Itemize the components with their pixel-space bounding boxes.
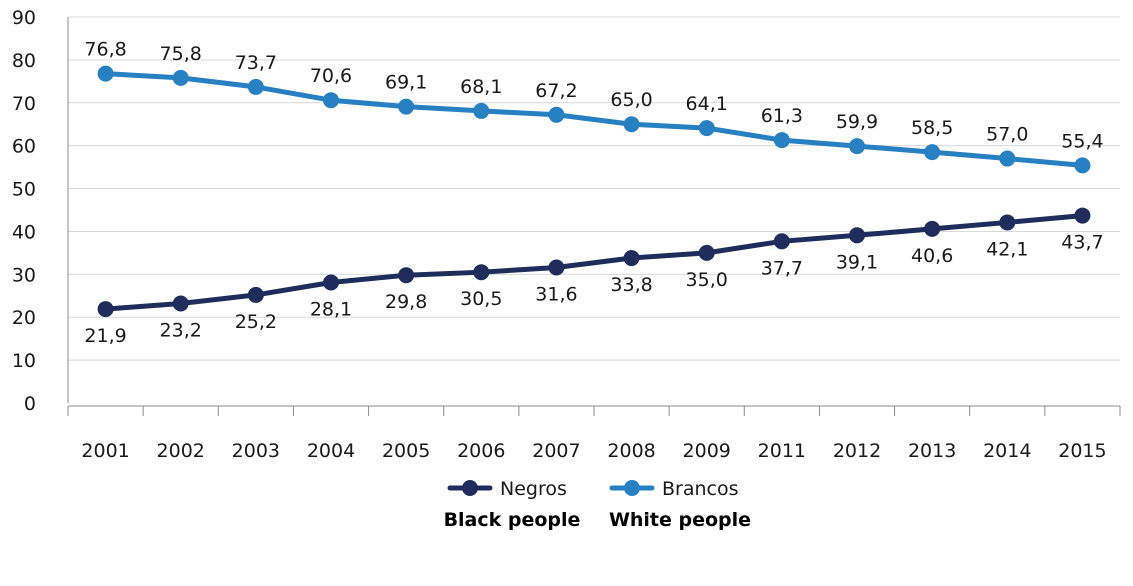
data-label: 31,6: [535, 283, 577, 305]
x-tick-label: 2005: [382, 440, 430, 462]
data-point: [548, 106, 565, 123]
y-tick-label: 40: [12, 221, 36, 243]
data-label: 69,1: [385, 72, 427, 94]
data-point: [1074, 157, 1091, 174]
data-label: 68,1: [460, 76, 502, 98]
data-point: [247, 286, 264, 303]
data-label: 30,5: [460, 288, 502, 310]
legend-label-negros: Negros: [500, 478, 567, 500]
x-tick-label: 2007: [532, 440, 580, 462]
data-label: 29,8: [385, 291, 427, 313]
data-point: [924, 144, 941, 161]
data-label: 33,8: [610, 274, 652, 296]
x-tick-label: 2009: [683, 440, 731, 462]
data-label: 35,0: [686, 269, 728, 291]
series-negros: [97, 207, 1091, 318]
y-axis-ticks: 0 10 20 30 40 50 60 70 80 90: [12, 7, 36, 415]
data-point: [773, 132, 790, 149]
data-point: [473, 102, 490, 119]
data-label: 75,8: [160, 43, 202, 65]
data-label: 73,7: [235, 52, 277, 74]
data-label: 21,9: [84, 325, 126, 347]
data-point: [172, 295, 189, 312]
data-label: 58,5: [911, 117, 953, 139]
series-brancos: [97, 65, 1091, 174]
data-label: 37,7: [761, 257, 803, 279]
data-point: [698, 120, 715, 137]
data-label: 25,2: [235, 311, 277, 333]
data-label: 65,0: [610, 89, 652, 111]
x-tick-label: 2014: [983, 440, 1031, 462]
series-line: [103, 71, 1085, 168]
data-point: [473, 264, 490, 281]
legend-item-brancos: Brancos White people: [609, 478, 751, 531]
data-label: 64,1: [686, 93, 728, 115]
legend-sublabel-black-people: Black people: [444, 509, 581, 531]
x-tick-label: 2004: [307, 440, 355, 462]
gridlines: [68, 16, 1120, 361]
data-point: [924, 220, 941, 237]
y-tick-label: 20: [12, 307, 36, 329]
x-tick-label: 2003: [232, 440, 280, 462]
data-label: 28,1: [310, 298, 352, 320]
data-label: 40,6: [911, 245, 953, 267]
data-point: [623, 116, 640, 133]
legend-sublabel-white-people: White people: [609, 509, 751, 531]
y-tick-label: 10: [12, 350, 36, 372]
x-tick-label: 2006: [457, 440, 505, 462]
x-tick-label: 2008: [607, 440, 655, 462]
x-tick-label: 2013: [908, 440, 956, 462]
series-layer: [97, 65, 1091, 318]
data-point: [398, 267, 415, 284]
legend-label-brancos: Brancos: [662, 478, 739, 500]
y-tick-label: 70: [12, 93, 36, 115]
data-point: [247, 78, 264, 95]
data-point: [398, 98, 415, 115]
data-label: 23,2: [160, 319, 202, 341]
x-axis-ticks: 2001 2002 2003 2004 2005 2006 2007 2008 2009 2011…: [81, 440, 1106, 462]
y-tick-label: 90: [12, 7, 36, 29]
data-label: 43,7: [1061, 232, 1103, 254]
data-label: 42,1: [986, 238, 1028, 260]
data-point: [773, 233, 790, 250]
x-tick-label: 2011: [758, 440, 806, 462]
data-label: 39,1: [836, 251, 878, 273]
data-label: 70,6: [310, 65, 352, 87]
data-point: [999, 214, 1016, 231]
data-point: [698, 244, 715, 261]
y-tick-label: 30: [12, 264, 36, 286]
axes: [67, 17, 1121, 416]
data-point: [999, 150, 1016, 167]
y-tick-label: 60: [12, 136, 36, 158]
data-point: [849, 227, 865, 244]
data-point: [97, 301, 114, 318]
data-point: [323, 274, 339, 291]
data-point: [548, 259, 565, 276]
y-tick-label: 80: [12, 50, 36, 72]
data-label: 55,4: [1061, 130, 1103, 152]
data-point: [1074, 207, 1091, 224]
series-line: [103, 213, 1085, 312]
data-point: [97, 65, 114, 82]
x-tick-label: 2002: [157, 440, 205, 462]
y-tick-label: 0: [24, 393, 36, 415]
data-label: 59,9: [836, 111, 878, 133]
y-tick-label: 50: [12, 179, 36, 201]
data-point: [623, 250, 640, 267]
data-label: 76,8: [84, 39, 126, 61]
x-tick-label: 2012: [833, 440, 881, 462]
x-tick-label: 2015: [1058, 440, 1106, 462]
x-tick-label: 2001: [81, 440, 129, 462]
legend: Negros Black people Brancos White people: [444, 478, 752, 531]
data-label: 67,2: [535, 80, 577, 102]
data-label: 57,0: [986, 124, 1028, 146]
data-label: 61,3: [761, 105, 803, 127]
data-point: [849, 138, 865, 155]
data-point: [172, 69, 189, 86]
data-labels: 21,9 23,2 25,2 28,1 29,8 30,5 31,6 33,8 35,0 37,7…: [84, 39, 1103, 347]
data-point: [323, 92, 339, 109]
legend-item-negros: Negros Black people: [444, 478, 581, 531]
